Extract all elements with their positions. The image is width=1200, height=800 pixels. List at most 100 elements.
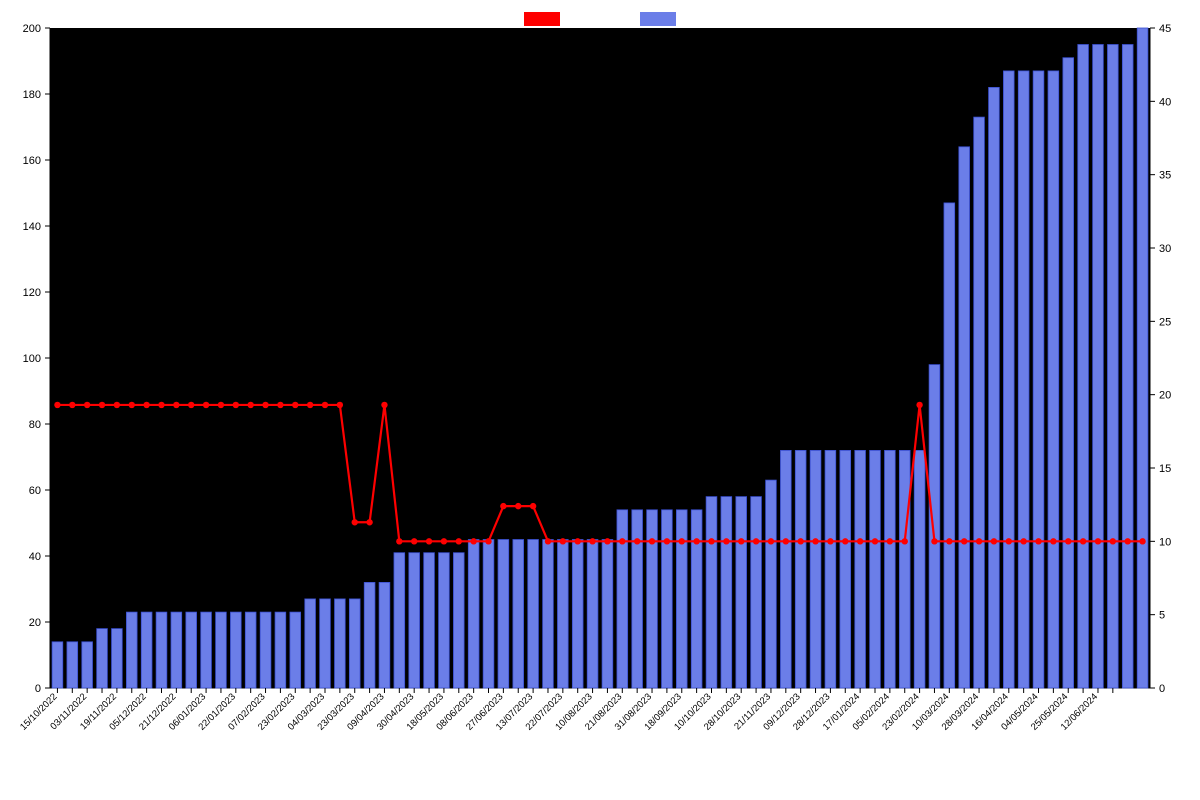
- y-right-label: 5: [1159, 610, 1165, 622]
- bar: [840, 450, 851, 688]
- bar: [320, 599, 331, 688]
- line-marker: [812, 538, 818, 544]
- line-marker: [233, 402, 239, 408]
- bar: [885, 450, 896, 688]
- bar: [676, 510, 687, 688]
- line-marker: [946, 538, 952, 544]
- line-marker: [173, 402, 179, 408]
- line-marker: [114, 402, 120, 408]
- y-right-label: 30: [1159, 243, 1171, 255]
- line-marker: [753, 538, 759, 544]
- bar: [617, 510, 628, 688]
- line-marker: [1020, 538, 1026, 544]
- line-marker: [961, 538, 967, 544]
- bar: [141, 612, 152, 688]
- line-marker: [158, 402, 164, 408]
- line-marker: [693, 538, 699, 544]
- line-marker: [54, 402, 60, 408]
- y-right-label: 40: [1159, 96, 1171, 108]
- bar: [647, 510, 658, 688]
- bar: [543, 540, 554, 689]
- bar: [513, 540, 524, 689]
- bar: [766, 480, 777, 688]
- bar: [379, 582, 390, 688]
- bar: [1048, 71, 1059, 688]
- bar: [409, 553, 420, 688]
- line-marker: [1035, 538, 1041, 544]
- y-left-label: 20: [29, 617, 41, 629]
- bar: [52, 642, 63, 688]
- y-left-label: 180: [23, 89, 41, 101]
- line-marker: [143, 402, 149, 408]
- bar: [1003, 71, 1014, 688]
- y-left-label: 140: [23, 221, 41, 233]
- line-marker: [441, 538, 447, 544]
- line-marker: [797, 538, 803, 544]
- bar: [1137, 28, 1148, 688]
- bar: [1033, 71, 1044, 688]
- bar: [201, 612, 212, 688]
- bar: [691, 510, 702, 688]
- bar: [260, 612, 271, 688]
- bar: [82, 642, 93, 688]
- line-marker: [827, 538, 833, 544]
- bar: [989, 87, 1000, 688]
- bar: [929, 365, 940, 688]
- line-marker: [723, 538, 729, 544]
- bar: [439, 553, 450, 688]
- line-marker: [1080, 538, 1086, 544]
- bar: [914, 450, 925, 688]
- bar: [335, 599, 346, 688]
- combo-chart: 0204060801001201401601802000510152025303…: [0, 0, 1200, 800]
- line-marker: [337, 402, 343, 408]
- bar: [305, 599, 316, 688]
- line-marker: [218, 402, 224, 408]
- bar: [528, 540, 539, 689]
- bar: [870, 450, 881, 688]
- bar: [825, 450, 836, 688]
- line-marker: [352, 519, 358, 525]
- bar: [483, 540, 494, 689]
- bar: [974, 117, 985, 688]
- chart-container: 0204060801001201401601802000510152025303…: [0, 0, 1200, 800]
- y-right-label: 20: [1159, 390, 1171, 402]
- line-marker: [396, 538, 402, 544]
- line-marker: [783, 538, 789, 544]
- bar: [245, 612, 256, 688]
- bar: [1078, 45, 1089, 689]
- bar: [216, 612, 227, 688]
- line-marker: [931, 538, 937, 544]
- bar: [795, 450, 806, 688]
- line-marker: [887, 538, 893, 544]
- line-marker: [619, 538, 625, 544]
- line-marker: [381, 402, 387, 408]
- line-marker: [69, 402, 75, 408]
- y-left-label: 0: [35, 683, 41, 695]
- legend-swatch: [640, 12, 676, 26]
- bar: [275, 612, 286, 688]
- bar: [498, 540, 509, 689]
- bar: [453, 553, 464, 688]
- bar: [855, 450, 866, 688]
- line-marker: [1006, 538, 1012, 544]
- bar: [662, 510, 673, 688]
- bar: [1093, 45, 1104, 689]
- line-marker: [277, 402, 283, 408]
- line-marker: [1125, 538, 1131, 544]
- bar: [751, 497, 762, 688]
- line-marker: [857, 538, 863, 544]
- bar: [67, 642, 78, 688]
- bar: [230, 612, 241, 688]
- y-left-label: 60: [29, 485, 41, 497]
- line-marker: [872, 538, 878, 544]
- line-marker: [411, 538, 417, 544]
- bar: [1122, 45, 1133, 689]
- line-marker: [203, 402, 209, 408]
- line-marker: [456, 538, 462, 544]
- y-right-label: 10: [1159, 536, 1171, 548]
- line-marker: [99, 402, 105, 408]
- bar: [186, 612, 197, 688]
- y-left-label: 40: [29, 551, 41, 563]
- bar: [364, 582, 375, 688]
- bar: [736, 497, 747, 688]
